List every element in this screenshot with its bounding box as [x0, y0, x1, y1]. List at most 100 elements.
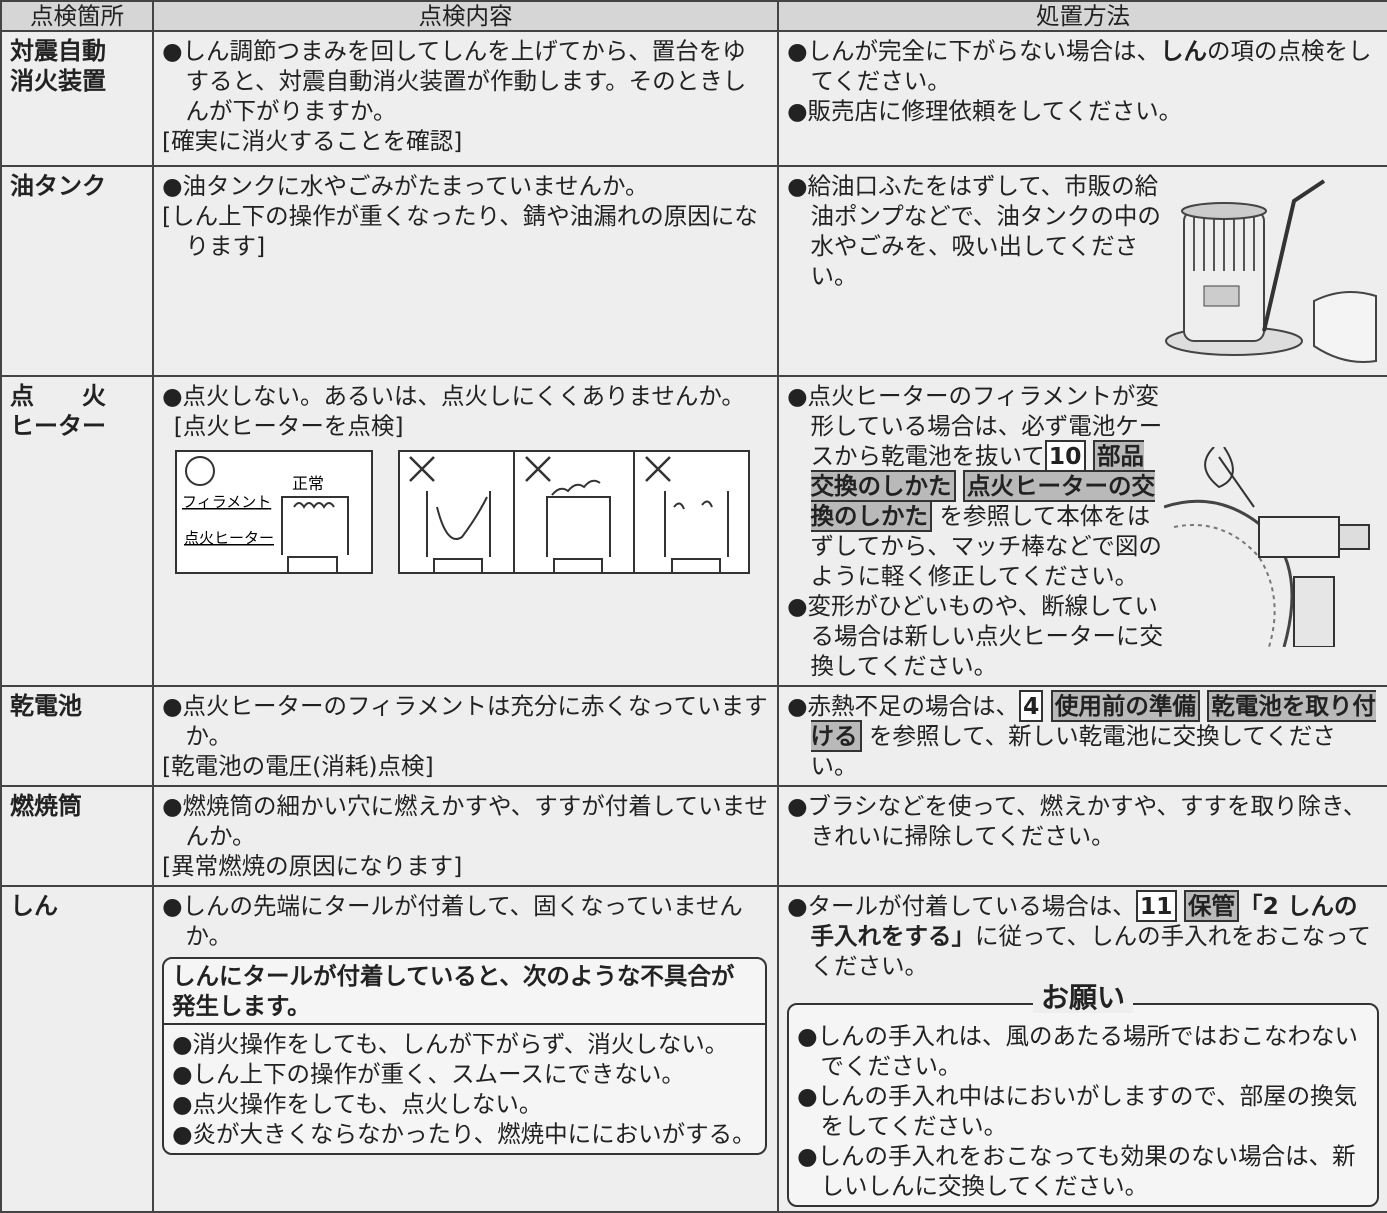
row: 対震自動 消火装置 ●しん調節つまみを回してしんを上げてから、置台をゆすると、対震… — [0, 30, 1387, 167]
text: 油タンク — [10, 172, 106, 200]
text: ●ブラシなどを使って、燃えかすや、すすを取り除き、きれいに掃除してください。 — [787, 792, 1367, 850]
text: しん — [1160, 37, 1208, 65]
header-row: 点検箇所 点検内容 処置方法 — [0, 0, 1387, 32]
content: ●点火ヒーターのフィラメントは充分に赤くなっていますか。 [乾電池の電圧(消耗)点… — [152, 685, 779, 787]
shape — [409, 456, 435, 482]
content: ●燃焼筒の細かい穴に燃えかすや、すすが付着していませんか。 [異常燃焼の原因になり… — [152, 785, 779, 887]
text: 保管 — [1184, 890, 1239, 922]
content: ●油タンクに水やごみがたまっていませんか。 [しん上下の操作が重くなったり、錆や油… — [152, 165, 779, 377]
text: ●しん調節つまみを回してしんを上げてから、置台をゆすると、対震自動消火装置が作動… — [162, 37, 747, 125]
shape — [546, 496, 611, 573]
shape — [398, 450, 750, 574]
shape: ●タールが付着している場合は、 11 保管 「2 しんの手入れをする」に従って、しん… — [787, 890, 1379, 981]
shape — [673, 500, 713, 510]
text: ●しんが完全に下がらない場合は、 — [787, 37, 1161, 65]
text: ●点火ヒーターのフィラメントは充分に赤くなっていますか。 — [162, 692, 768, 750]
warning-box: しんにタールが付着していると、次のような不具合が発生します。 ●消火操作をしても、… — [162, 957, 767, 1155]
text: [異常燃焼の原因になります] — [162, 852, 463, 880]
text: 使用前の準備 — [1050, 690, 1200, 722]
text: 消火装置 — [10, 67, 106, 95]
location: 対震自動 消火装置 — [0, 30, 154, 167]
text: ●点火ヒーターのフィラメントが変形している場合は、必ず電池ケースから乾電池を抜い… — [787, 382, 1163, 470]
text: 「2 しんの手入れをする」 — [810, 892, 1358, 950]
shape — [645, 456, 671, 482]
action: ●ブラシなどを使って、燃えかすや、すすを取り除き、きれいに掃除してください。 — [777, 785, 1387, 887]
header-cell: 点検箇所 — [0, 0, 154, 32]
content: ●しん調節つまみを回してしんを上げてから、置台をゆすると、対震自動消火装置が作動… — [152, 30, 779, 167]
text: ●消火操作をしても、しんが下がらず、消火しない。 — [172, 1030, 729, 1058]
shape — [1181, 202, 1267, 220]
request-items: ●しんの手入れは、風のあたる場所ではおこなわないでください。 ●しんの手入れ中はに… — [797, 1021, 1369, 1201]
text: ●赤熱不足の場合は、 — [787, 692, 1020, 720]
text: 11 — [1135, 890, 1177, 922]
shape — [409, 456, 671, 482]
shape — [436, 496, 488, 540]
text: ●点火しない。あるいは、点火しにくくありませんか。 — [162, 382, 745, 410]
row: 乾電池 ●点火ヒーターのフィラメントは充分に赤くなっていますか。 [乾電池の電圧(… — [0, 685, 1387, 787]
warning-items: ●消火操作をしても、しんが下がらず、消火しない。 ●しん上下の操作が重く、スムース… — [164, 1025, 765, 1153]
text: [乾電池の電圧(消耗)点検] — [162, 752, 434, 780]
shape — [426, 491, 491, 573]
text: ●点火操作をしても、点火しない。 — [172, 1090, 543, 1118]
shape: ●点火ヒーターのフィラメントが変形している場合は、必ず電池ケースから乾電池を抜い… — [787, 381, 1379, 591]
text: 10 — [1044, 440, 1086, 472]
text: ●販売店に修理依頼をしてください。 — [787, 97, 1183, 125]
diagram-label: 正常 — [292, 474, 324, 493]
row: 油タンク ●油タンクに水やごみがたまっていませんか。 [しん上下の操作が重くなった… — [0, 165, 1387, 377]
location: 乾電池 — [0, 685, 154, 787]
shape — [1338, 524, 1370, 550]
request-box: お願い ●しんの手入れは、風のあたる場所ではおこなわないでください。 ●しんの手入れ… — [787, 983, 1379, 1207]
text: を参照して本体をはずしてから、マッチ棒などで図のように軽く修正してください。 — [810, 502, 1162, 590]
shape: ●しんが完全に下がらない場合は、しんの項の点検をしてください。 — [787, 36, 1379, 96]
row: 燃焼筒 ●燃焼筒の細かい穴に燃えかすや、すすが付着していませんか。 [異常燃焼の原… — [0, 785, 1387, 887]
shape: ●赤熱不足の場合は、 4 使用前の準備 乾電池を取り付ける を参照して、新しい乾電… — [787, 690, 1379, 781]
repair-illustration — [1164, 447, 1370, 647]
text: 点 火 — [10, 382, 106, 410]
action: ●点火ヒーターのフィラメントが変形している場合は、必ず電池ケースから乾電池を抜い… — [777, 375, 1387, 687]
shape — [1204, 447, 1255, 508]
shape — [426, 479, 729, 573]
text: しん — [10, 892, 58, 920]
text: ●しんの手入れをおこなっても効果のない場合は、新しいしんに交換してください。 — [797, 1142, 1356, 1200]
shape — [1203, 285, 1240, 307]
row: しん ●しんの先端にタールが付着して、固くなっていませんか。 しんにタールが付着… — [0, 885, 1387, 1213]
shape — [175, 450, 373, 574]
text: ●しんの手入れ中はにおいがしますので、部屋の換気をしてください。 — [797, 1082, 1358, 1140]
text: ヒーター — [10, 412, 106, 440]
diagram-label: 点火ヒーター — [184, 529, 274, 547]
text: ●しんの手入れは、風のあたる場所ではおこなわないでください。 — [797, 1022, 1359, 1080]
header-cell: 処置方法 — [777, 0, 1387, 32]
text: ●油タンクに水やごみがたまっていませんか。 — [162, 172, 649, 200]
location: 点 火ヒーター — [0, 375, 154, 687]
content: ●点火しない。あるいは、点火しにくくありませんか。 [点火ヒーターを点検] 正常 … — [152, 375, 779, 687]
shape — [1313, 291, 1377, 363]
diagram-label: フィラメント — [182, 493, 271, 511]
shape — [293, 502, 335, 509]
text: 燃焼筒 — [10, 792, 82, 820]
shape — [281, 496, 349, 573]
header-cell: 点検内容 — [152, 0, 779, 32]
text: [確実に消火することを確認] — [162, 127, 463, 155]
text: ●タールが付着している場合は、 — [787, 892, 1136, 920]
text: 乾電池 — [10, 692, 82, 720]
shape — [525, 456, 551, 482]
text: ●給油口ふたをはずして、市販の給油ポンプなどで、油タンクの中の水やごみを、吸い出… — [787, 172, 1161, 290]
text: ●燃焼筒の細かい穴に燃えかすや、すすが付着していませんか。 — [162, 792, 768, 850]
text: ●炎が大きくならなかったり、燃焼中ににおいがする。 — [172, 1120, 756, 1148]
action: ●赤熱不足の場合は、 4 使用前の準備 乾電池を取り付ける を参照して、新しい乾電… — [777, 685, 1387, 787]
heater-illustration — [1165, 179, 1377, 363]
location: 油タンク — [0, 165, 154, 377]
filament-diagram: 正常 フィラメント 点火ヒーター — [175, 450, 750, 574]
text: ●しんの先端にタールが付着して、固くなっていませんか。 — [162, 892, 743, 950]
content: ●しんの先端にタールが付着して、固くなっていませんか。 しんにタールが付着してい… — [152, 885, 779, 1213]
action: ●給油口ふたをはずして、市販の給油ポンプなどで、油タンクの中の水やごみを、吸い出… — [777, 165, 1387, 377]
text: を参照して、新しい乾電池に交換してください。 — [810, 722, 1336, 780]
text: ●しん上下の操作が重く、スムースにできない。 — [172, 1060, 685, 1088]
shape — [1293, 576, 1335, 647]
shape — [551, 479, 601, 496]
action: ●しんが完全に下がらない場合は、しんの項の点検をしてください。 ●販売店に修理依頼… — [777, 30, 1387, 167]
text: の項の点検をしてください。 — [810, 37, 1372, 95]
